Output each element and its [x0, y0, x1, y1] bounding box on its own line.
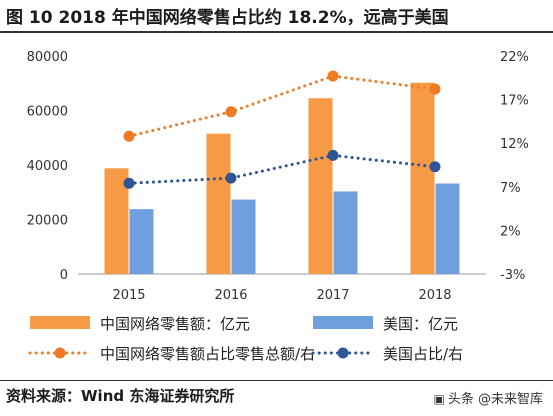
- us-retail-bar: [231, 199, 256, 274]
- china-share-point: [123, 130, 135, 142]
- left-tick-label: 80000: [27, 50, 68, 65]
- footer-divider: [0, 380, 553, 381]
- us-share-point: [429, 161, 441, 173]
- us-share-point: [327, 149, 339, 161]
- legend-swatch-china-retail: [30, 316, 90, 329]
- china-share-point: [429, 83, 441, 95]
- right-tick-label: 22%: [500, 50, 529, 65]
- us-retail-bar: [333, 191, 358, 274]
- china-share-point: [327, 70, 339, 82]
- chart-title: 图 10 2018 年中国网络零售占比约 18.2%，远高于美国: [6, 8, 449, 28]
- x-tick-label: 2017: [316, 288, 349, 303]
- left-tick-label: 20000: [27, 214, 68, 229]
- right-tick-label: 12%: [500, 137, 529, 152]
- us-retail-bar: [129, 209, 154, 274]
- china-share-line: [127, 74, 437, 138]
- legend-swatch-us-retail: [313, 316, 373, 329]
- legend-label-us-retail: 美国：亿元: [383, 315, 458, 333]
- right-tick-label: 2%: [500, 224, 521, 239]
- left-tick-label: 60000: [27, 105, 68, 120]
- legend-marker-us-share: [337, 347, 349, 359]
- title-bar: 图 10 2018 年中国网络零售占比约 18.2%，远高于美国: [0, 0, 553, 33]
- chart: 0 20000 40000 60000 80000 -3% 2% 7% 12% 17% 22% 201…: [27, 50, 529, 363]
- right-tick-label: -3%: [500, 268, 525, 283]
- right-tick-label: 7%: [500, 181, 521, 196]
- x-tick-label: 2018: [418, 288, 451, 303]
- title-divider: [0, 31, 553, 33]
- x-tick-label: 2015: [112, 288, 145, 303]
- legend-label-us-share: 美国占比/右: [383, 345, 463, 363]
- x-tick-label: 2016: [214, 288, 247, 303]
- toutiao-icon: ▣: [433, 392, 445, 406]
- us-share-line: [127, 153, 437, 185]
- china-retail-bar: [410, 82, 435, 274]
- us-retail-bar: [435, 183, 460, 274]
- watermark: ▣ 头条 @未来智库: [434, 388, 543, 407]
- left-tick-label: 40000: [27, 159, 68, 174]
- legend-label-china-retail: 中国网络零售额：亿元: [100, 315, 250, 333]
- us-share-point: [123, 177, 135, 189]
- left-tick-label: 0: [60, 268, 68, 283]
- watermark-text: 头条 @未来智库: [447, 392, 543, 407]
- right-tick-label: 17%: [500, 94, 529, 109]
- china-retail-bar: [308, 98, 333, 274]
- china-share-point: [225, 106, 237, 118]
- legend-label-china-share: 中国网络零售额占比零售总额/右: [100, 345, 315, 363]
- source-note: 资料来源：Wind 东海证券研究所: [6, 387, 235, 405]
- us-share-point: [225, 172, 237, 184]
- china-retail-bar: [206, 133, 231, 274]
- legend-marker-china-share: [54, 347, 66, 359]
